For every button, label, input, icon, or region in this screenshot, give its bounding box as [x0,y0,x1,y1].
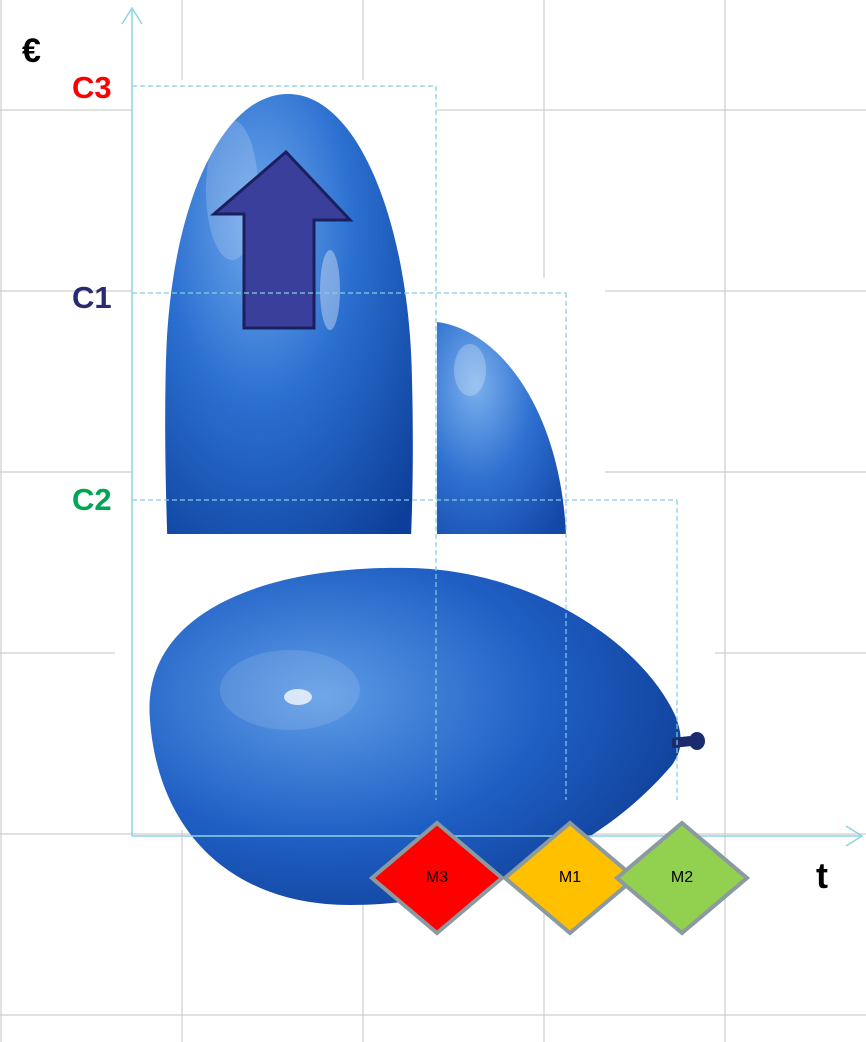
x-axis-label: t [816,855,828,896]
y-axis-label: € [22,32,41,70]
milestone-label-m2: M2 [670,869,694,886]
increase-arrow [209,149,354,330]
cost-label-c1: C1 [72,280,112,315]
cost-label-c3: C3 [72,70,112,105]
cost-label-c2: C2 [72,482,112,517]
milestone-label-m3: M3 [425,869,449,886]
big-balloon [149,567,705,905]
y-axis-arrowhead [121,6,143,25]
milestone-label-m1: M1 [558,869,582,886]
milestone-diamond-m2 [613,820,751,936]
x-axis-arrowhead [845,825,864,847]
small-balloon [437,322,566,534]
